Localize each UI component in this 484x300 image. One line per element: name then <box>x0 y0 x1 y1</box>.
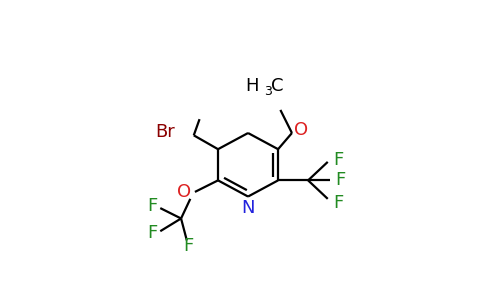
Text: F: F <box>147 224 157 242</box>
Text: F: F <box>333 194 344 212</box>
Text: F: F <box>333 151 344 169</box>
Text: Br: Br <box>155 123 175 141</box>
Text: N: N <box>242 199 255 217</box>
Text: O: O <box>177 183 191 201</box>
Text: F: F <box>147 197 157 215</box>
Text: O: O <box>294 121 308 139</box>
Text: F: F <box>335 171 346 189</box>
Text: C: C <box>271 77 284 95</box>
Text: 3: 3 <box>264 85 272 98</box>
Text: H: H <box>245 77 258 95</box>
Text: F: F <box>183 237 193 255</box>
